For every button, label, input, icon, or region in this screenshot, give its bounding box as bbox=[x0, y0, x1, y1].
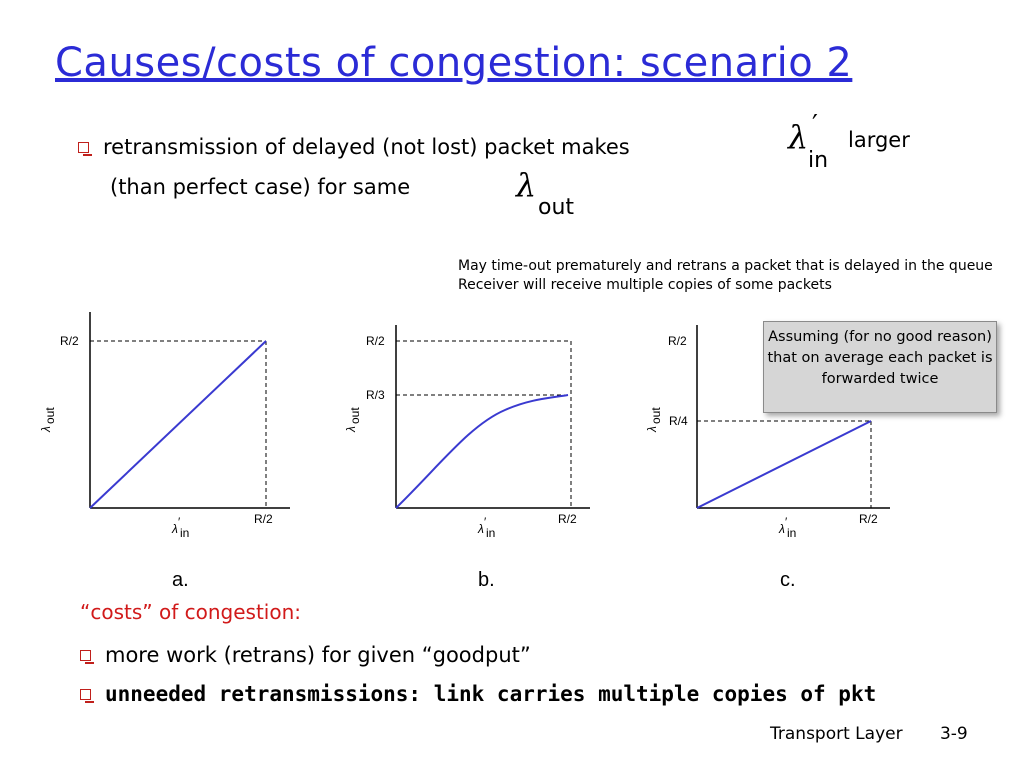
bullet-icon bbox=[78, 141, 92, 156]
svg-text:out: out bbox=[649, 407, 663, 424]
page-number: 3-9 bbox=[939, 724, 968, 744]
svg-text:′: ′ bbox=[178, 515, 181, 529]
svg-text:in: in bbox=[180, 526, 189, 540]
graph-a-xlabel: λ in ′ bbox=[171, 515, 189, 540]
footer-label: Transport Layer bbox=[770, 724, 903, 744]
graph-b-ytick-r3: R/3 bbox=[366, 388, 385, 402]
costs-heading: “costs” of congestion: bbox=[80, 600, 302, 624]
svg-text:λ: λ bbox=[645, 426, 659, 433]
svg-text:λ: λ bbox=[477, 522, 484, 536]
note-line-2: Receiver will receive multiple copies of… bbox=[458, 277, 832, 293]
slide-title: Causes/costs of congestion: scenario 2 bbox=[55, 40, 853, 86]
graph-a-ylabel: λ out bbox=[39, 407, 57, 433]
graph-b-xlabel: λ in ′ bbox=[477, 515, 495, 540]
graph-c: R/2 R/4 R/2 λ out λ in ′ c. bbox=[645, 325, 890, 591]
footer: Transport Layer 3-9 bbox=[770, 724, 968, 744]
graph-a-xtick-r2: R/2 bbox=[254, 512, 273, 526]
bullet-icon bbox=[80, 649, 94, 664]
svg-text:′: ′ bbox=[785, 515, 788, 529]
bullet-icon bbox=[80, 688, 94, 703]
lambda-in-symbol: λ bbox=[788, 118, 809, 156]
bullet-text-part3: (than perfect case) for same bbox=[110, 175, 411, 199]
graph-c-ylabel: λ out bbox=[645, 407, 663, 433]
graph-b-xtick-r2: R/2 bbox=[558, 512, 577, 526]
graph-b-panel-label: b. bbox=[478, 569, 495, 591]
graph-c-panel-label: c. bbox=[780, 569, 796, 591]
bullet-unneeded-retrans-text: unneeded retransmissions: link carries m… bbox=[105, 682, 877, 706]
graph-b-curve bbox=[395, 394, 569, 509]
bullet-more-work: more work (retrans) for given “goodput” bbox=[80, 643, 531, 667]
timeout-note: May time-out prematurely and retrans a p… bbox=[458, 257, 993, 295]
graph-a: R/2 R/2 λ out λ in ′ a. bbox=[39, 312, 290, 591]
bullet-more-work-text: more work (retrans) for given “goodput” bbox=[105, 643, 531, 667]
bullet-retransmission: retransmission of delayed (not lost) pac… bbox=[78, 135, 630, 159]
note-line-1: May time-out prematurely and retrans a p… bbox=[458, 258, 993, 274]
assumption-callout: Assuming (for no good reason) that on av… bbox=[763, 321, 997, 413]
graph-a-panel-label: a. bbox=[172, 569, 189, 591]
graph-c-xtick-r2: R/2 bbox=[859, 512, 878, 526]
svg-text:λ: λ bbox=[344, 426, 358, 433]
svg-text:in: in bbox=[486, 526, 495, 540]
svg-text:λ: λ bbox=[171, 522, 178, 536]
graph-c-xlabel: λ in ′ bbox=[778, 515, 796, 540]
prime-mark: ′ bbox=[812, 110, 818, 140]
graph-b-ylabel: λ out bbox=[344, 407, 362, 433]
bullet-unneeded-retrans: unneeded retransmissions: link carries m… bbox=[80, 682, 876, 706]
svg-text:λ: λ bbox=[39, 426, 53, 433]
graph-b-ytick-r2: R/2 bbox=[366, 334, 385, 348]
svg-text:out: out bbox=[43, 407, 57, 424]
bullet-text-part1: retransmission of delayed (not lost) pac… bbox=[103, 135, 630, 159]
graph-c-ytick-r2: R/2 bbox=[668, 334, 687, 348]
bullet-text-larger: larger bbox=[848, 128, 910, 152]
svg-text:in: in bbox=[787, 526, 796, 540]
lambda-in-subscript: in bbox=[808, 148, 829, 173]
svg-text:λ: λ bbox=[778, 522, 785, 536]
lambda-out-symbol: λ bbox=[516, 166, 537, 204]
graph-a-curve bbox=[89, 340, 267, 509]
graph-a-ytick-r2: R/2 bbox=[60, 334, 79, 348]
graph-c-curve bbox=[696, 420, 872, 509]
svg-text:′: ′ bbox=[484, 515, 487, 529]
graph-c-ytick-r4: R/4 bbox=[669, 414, 688, 428]
graph-b: R/2 R/3 R/2 λ out λ in ′ b. bbox=[344, 325, 590, 591]
lambda-out-subscript: out bbox=[538, 195, 575, 220]
svg-text:out: out bbox=[348, 407, 362, 424]
